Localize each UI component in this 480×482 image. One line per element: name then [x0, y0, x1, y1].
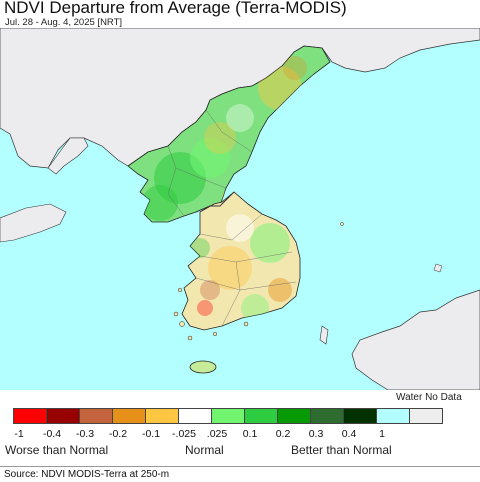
- legend-swatch-11: [376, 408, 410, 424]
- legend-worse-label: Worse than Normal: [5, 443, 109, 457]
- legend-swatch-7: [244, 408, 278, 424]
- tsushima-island: [319, 325, 329, 345]
- legend-swatch-1: [46, 408, 80, 424]
- legend-tick-0: -1: [14, 428, 24, 440]
- legend-normal-label: Normal: [185, 443, 224, 457]
- legend-tick-2: -0.3: [75, 428, 95, 440]
- legend-swatch-3: [112, 408, 146, 424]
- legend-swatch-8: [277, 408, 311, 424]
- legend-tick-11: 1: [379, 428, 385, 440]
- legend-tick-10: 0.4: [341, 428, 357, 440]
- ndvi-map: [0, 28, 480, 390]
- oki-island: [433, 263, 443, 273]
- legend-swatch-6: [211, 408, 245, 424]
- dmz-border: [195, 191, 235, 213]
- legend-water-nodata-label: Water No Data: [396, 392, 462, 403]
- legend-swatch-12: [409, 408, 443, 424]
- shandong-peninsula: [0, 203, 67, 243]
- liaodong-peninsula: [47, 137, 89, 175]
- map-title: NDVI Departure from Average (Terra-MODIS…: [4, 0, 347, 17]
- south-korea-anomaly-patches: [190, 214, 292, 322]
- legend-tick-5: -.025: [172, 428, 196, 440]
- legend-tick-8: 0.2: [275, 428, 291, 440]
- legend-better-label: Better than Normal: [291, 443, 392, 457]
- legend-swatch-2: [79, 408, 113, 424]
- legend-swatch-9: [310, 408, 344, 424]
- footer-divider: [0, 466, 480, 467]
- legend-ticks: -1 -0.4 -0.3 -0.2 -0.1 -.025 .025 0.1 0.2 0.3 0.4 1: [0, 428, 480, 442]
- legend-tick-4: -0.1: [141, 428, 161, 440]
- legend-swatch-0: [13, 408, 47, 424]
- legend-tick-6: .025: [206, 428, 228, 440]
- legend-swatch-5: [178, 408, 212, 424]
- legend-swatch-4: [145, 408, 179, 424]
- date-range: Jul. 28 - Aug. 4, 2025 [NRT]: [5, 17, 123, 28]
- legend-swatch-10: [343, 408, 377, 424]
- province-boundaries: [167, 109, 297, 327]
- japan-land: [351, 289, 480, 390]
- legend-categories: Worse than Normal Normal Better than Nor…: [0, 443, 480, 459]
- legend-tick-3: -0.2: [108, 428, 128, 440]
- legend-color-bar: [13, 408, 443, 426]
- coastal-islands: [173, 222, 344, 341]
- legend-tick-7: 0.1: [242, 428, 258, 440]
- source-note: Source: NDVI MODIS-Terra at 250-m: [4, 469, 170, 480]
- legend-tick-9: 0.3: [308, 428, 324, 440]
- legend-tick-1: -0.4: [42, 428, 62, 440]
- jeju-island: [189, 360, 217, 374]
